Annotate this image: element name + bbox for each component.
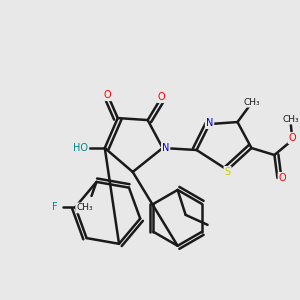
- Text: CH₃: CH₃: [243, 98, 260, 106]
- Text: N: N: [206, 118, 213, 128]
- Text: F: F: [52, 202, 57, 212]
- Text: O: O: [158, 92, 166, 102]
- Text: N: N: [162, 143, 169, 153]
- Text: O: O: [289, 133, 296, 143]
- Text: O: O: [104, 90, 112, 100]
- Text: CH₃: CH₃: [76, 203, 93, 212]
- Text: O: O: [279, 173, 286, 183]
- Text: HO: HO: [73, 143, 88, 153]
- Text: S: S: [224, 167, 231, 177]
- Text: CH₃: CH₃: [282, 115, 299, 124]
